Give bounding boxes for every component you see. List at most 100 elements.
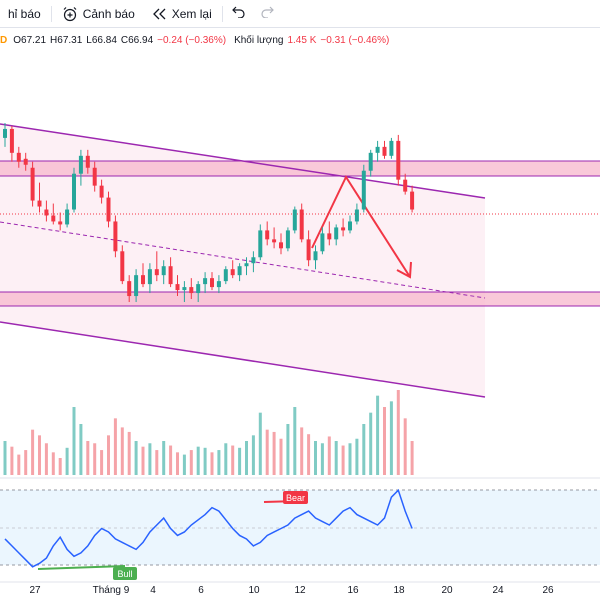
alert-button[interactable]: Cảnh báo (54, 0, 143, 27)
time-axis-label: 26 (542, 585, 554, 596)
candle (182, 281, 187, 303)
candle (313, 245, 318, 270)
candle (285, 227, 290, 252)
time-axis[interactable]: 27 Tháng 9 4 6 10 12 16 18 20 24 26 (29, 585, 554, 596)
candle-body (292, 209, 297, 231)
volume-bar (100, 450, 104, 475)
candle-body (134, 275, 139, 297)
volume-bar (72, 407, 76, 475)
candle-body (272, 239, 277, 243)
candle-body (258, 230, 263, 258)
candle-body (375, 146, 380, 153)
candle-body (147, 269, 152, 285)
candle-body (189, 287, 194, 294)
channel-lower-line[interactable] (0, 321, 486, 398)
candle-body (299, 209, 304, 240)
indicators-label: hỉ báo (8, 6, 41, 21)
candle (292, 206, 297, 234)
candle-body (230, 269, 235, 276)
volume-bar (251, 435, 255, 475)
candle-body (244, 263, 249, 267)
candle-body (279, 242, 283, 249)
volume-bar (203, 447, 207, 475)
volume-bar (189, 450, 193, 475)
volume-bar (58, 458, 62, 475)
bear-tag: Bear (283, 491, 308, 504)
candle (196, 281, 201, 303)
replay-button[interactable]: Xem lại (143, 0, 220, 27)
candle-body (285, 230, 290, 249)
undo-button[interactable] (225, 0, 253, 27)
volume-bar (113, 418, 117, 475)
candle-body (9, 128, 14, 153)
volume-label: Khối lượng (234, 34, 284, 46)
volume-bar (396, 390, 400, 475)
volume-bar (410, 441, 414, 475)
volume-bar (320, 443, 324, 475)
volume-bar (120, 427, 124, 475)
candle-body (30, 167, 35, 201)
time-axis-label: 10 (248, 585, 260, 596)
support-zone[interactable] (0, 292, 600, 306)
redo-icon (260, 6, 274, 21)
candle-body (182, 287, 187, 291)
candle-body (99, 185, 104, 198)
candle (85, 149, 90, 174)
candle-body (410, 191, 415, 210)
candle (216, 275, 221, 294)
volume-bar (86, 441, 90, 475)
candle-body (396, 140, 401, 180)
projection-arrow[interactable] (311, 174, 411, 278)
candle-body (44, 209, 49, 216)
volume-bar (369, 412, 373, 475)
candle (30, 161, 35, 207)
legend-change: −0.24 (−0.36%) (157, 34, 227, 46)
candle (320, 227, 325, 255)
candle-body (72, 173, 76, 210)
candle (327, 221, 332, 246)
bull-divergence-line (37, 565, 126, 570)
volume-bar (300, 427, 304, 475)
volume-bar (258, 412, 262, 475)
volume-bar (389, 401, 393, 475)
candle (348, 215, 352, 234)
indicators-button[interactable]: hỉ báo (0, 0, 49, 27)
volume-bar (182, 454, 186, 475)
candle (389, 137, 394, 159)
candle (279, 233, 283, 255)
candle (375, 140, 380, 162)
legend-high: H67.31 (50, 34, 83, 46)
volume-bar (176, 452, 179, 475)
candle-body (161, 266, 166, 276)
volume-bar (93, 443, 97, 475)
candle-body (210, 278, 214, 288)
volume-bar (148, 443, 152, 475)
volume-series (3, 390, 414, 475)
volume-bar (31, 429, 35, 475)
volume-bar (107, 435, 110, 475)
candle (106, 191, 111, 228)
rsi-line[interactable] (4, 488, 413, 568)
time-axis-label: 24 (492, 585, 504, 596)
candle-body (306, 239, 311, 261)
toolbar-divider (221, 5, 223, 22)
candle-body (65, 209, 70, 225)
time-axis-label: 18 (393, 585, 405, 596)
time-axis-label: 16 (347, 585, 359, 596)
volume-bar (403, 418, 407, 475)
redo-button[interactable] (253, 0, 281, 27)
candle (334, 224, 339, 246)
resistance-zone[interactable] (0, 161, 600, 176)
candle (3, 122, 7, 147)
channel-median-line[interactable] (0, 221, 486, 299)
volume-value: 1.45 K (287, 34, 317, 46)
legend-low: L66.84 (86, 34, 117, 46)
candle-body (313, 251, 318, 261)
candle-body (237, 266, 242, 276)
candle (175, 275, 180, 297)
candle (244, 257, 249, 276)
candle (78, 149, 83, 186)
candle-body (168, 266, 173, 285)
volume-bar (127, 431, 131, 475)
